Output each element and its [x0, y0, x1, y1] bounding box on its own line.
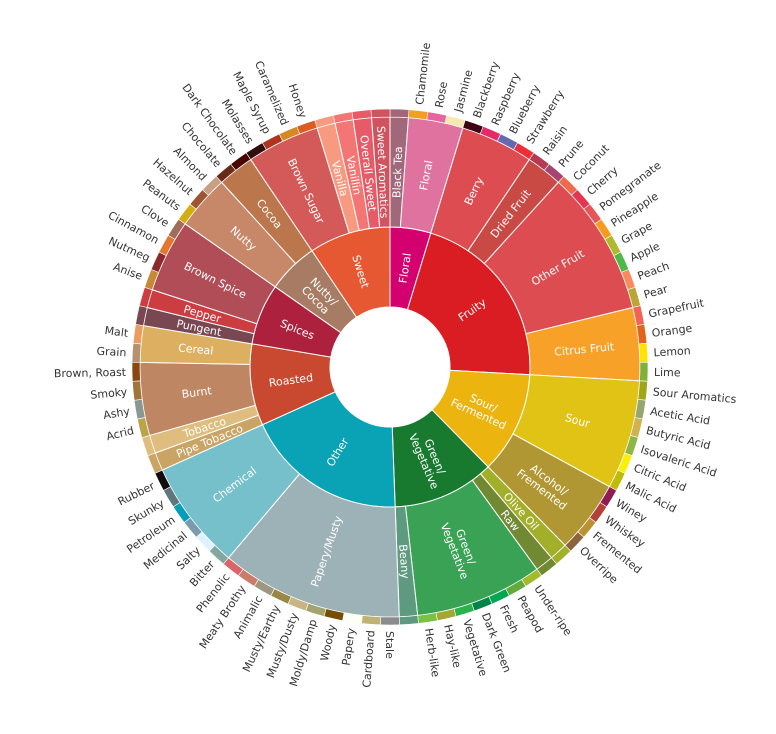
ring-level-1: [249, 226, 531, 508]
flavor-label-herb-like: Herb-like: [422, 627, 442, 678]
flavor-strip-sour-aromatics: [637, 380, 648, 401]
flavor-label-acrid: Acrid: [105, 424, 135, 443]
flavor-strip-lime: [639, 361, 649, 382]
flavor-label-honey: Honey: [286, 82, 310, 120]
flavor-strip-segment: [370, 108, 391, 119]
flavor-label-grapefruit: Grapefruit: [647, 296, 705, 320]
flavor-strip-segment: [389, 108, 410, 119]
subcategory-label-beany: Beany: [396, 544, 412, 580]
flavor-strip-cardboard: [361, 615, 382, 626]
subcategory-label-sweet-aromatics: Sweet Aromatics: [374, 126, 390, 219]
flavor-label-peach: Peach: [636, 259, 671, 282]
flavor-label-lime: Lime: [654, 366, 681, 379]
flavor-label-apple: Apple: [628, 240, 662, 265]
flavor-label-pear: Pear: [642, 282, 669, 301]
flavor-label-chamomile: Chamomile: [413, 42, 433, 106]
flavor-label-malt: Malt: [104, 324, 130, 340]
flavor-label-stale: Stale: [383, 631, 396, 659]
flavor-strip-brown-roast: [131, 361, 141, 382]
subcategory-label-cereal: Cereal: [178, 341, 214, 357]
flavor-label-rose: Rose: [433, 80, 451, 109]
subcategory-label-floral: Floral: [417, 159, 435, 191]
flavor-label-ashy: Ashy: [102, 405, 131, 422]
ring-level-3: [131, 108, 649, 626]
subcategory-label-burnt: Burnt: [181, 384, 213, 401]
flavor-label-cardboard: Cardboard: [360, 630, 377, 688]
subcategory-label-citrus-fruit: Citrus Fruit: [554, 340, 616, 359]
flavor-label-jasmine: Jasmine: [451, 68, 475, 114]
flavor-label-smoky: Smoky: [90, 385, 128, 401]
ring-level-2: [139, 116, 641, 618]
category-label-floral: Floral: [397, 252, 414, 284]
flavor-label-sour-aromatics: Sour Aromatics: [652, 385, 737, 406]
flavor-label-fresh: Fresh: [497, 603, 521, 635]
flavor-strip-smoky: [132, 380, 143, 401]
flavor-label-papery: Papery: [340, 627, 358, 667]
flavor-strip-grain: [131, 342, 142, 363]
flavor-label-orange: Orange: [651, 322, 693, 340]
flavor-label-brown-roast: Brown, Roast: [54, 366, 127, 380]
flavor-strip-lemon: [638, 342, 649, 363]
flavor-label-hay-like: Hay-like: [441, 623, 463, 669]
flavor-strip-segment: [398, 615, 419, 626]
subcategory-label-black-tea: Black Tea: [390, 146, 405, 198]
flavor-strip-stale: [380, 616, 400, 626]
flavor-label-lemon: Lemon: [653, 344, 691, 359]
category-label-roasted: Roasted: [268, 371, 314, 390]
flavor-label-woody: Woody: [318, 623, 339, 663]
flavor-label-acetic-acid: Acetic Acid: [649, 405, 711, 428]
flavor-label-grain: Grain: [96, 345, 127, 360]
flavor-label-anise: Anise: [111, 260, 144, 283]
